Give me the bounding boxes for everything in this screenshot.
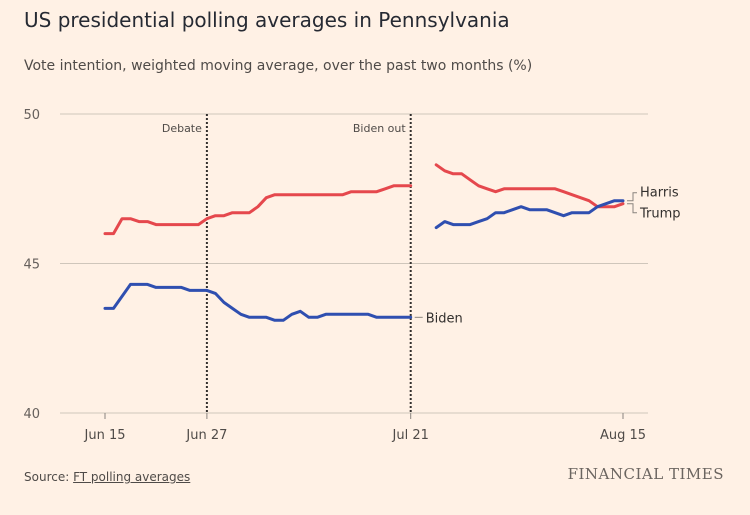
series-label-trump: Trump <box>639 207 681 222</box>
series-label-biden: Biden <box>426 311 463 326</box>
publisher-brand: FINANCIAL TIMES <box>567 465 724 483</box>
series-label-harris: Harris <box>640 186 679 201</box>
x-tick-label: Jul 21 <box>392 428 429 443</box>
series-line-biden <box>103 282 413 322</box>
source-note: Source: FT polling averages <box>24 470 190 484</box>
event-marker-label: Biden out <box>353 122 407 135</box>
event-marker-label: Debate <box>162 122 202 135</box>
series-line-harris <box>434 199 625 230</box>
source-prefix: Source: <box>24 470 74 484</box>
y-tick-label: 40 <box>23 407 40 422</box>
x-tick-label: Jun 27 <box>185 428 227 443</box>
chart-subtitle: Vote intention, weighted moving average,… <box>24 58 533 74</box>
y-tick-label: 50 <box>23 108 40 123</box>
y-tick-label: 45 <box>23 258 40 273</box>
x-tick-label: Aug 15 <box>600 428 646 443</box>
series-label-leader <box>627 192 637 202</box>
line-chart: 40 45 50 Jun 15 Jun 27 Jul 21 Aug 15 Debate Bide… <box>23 108 681 443</box>
source-link[interactable]: FT polling averages <box>73 470 191 484</box>
x-tick-label: Jun 15 <box>84 428 126 443</box>
series-label-leader <box>627 203 637 214</box>
chart-title: US presidential polling averages in Penn… <box>24 8 510 32</box>
series-line-trump <box>103 184 413 236</box>
series-line-trump <box>434 163 625 209</box>
